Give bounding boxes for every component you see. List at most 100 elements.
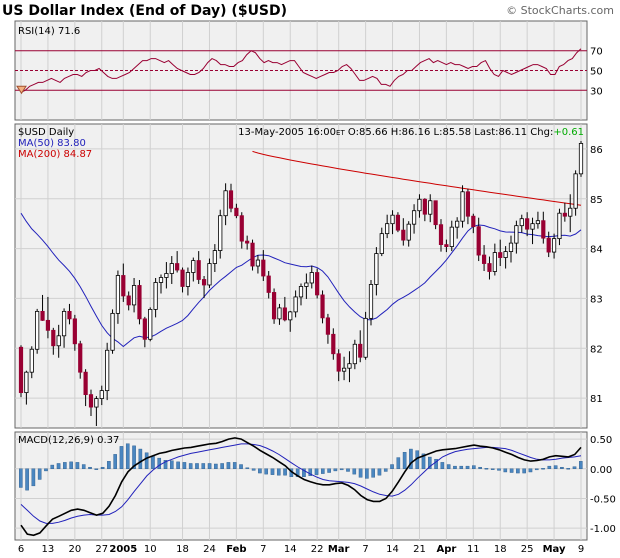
macd-label: MACD(12,26,9) 0.37: [18, 435, 119, 446]
candle-body: [363, 317, 368, 358]
candle-body: [578, 143, 584, 175]
macd-histogram-bar: [100, 466, 105, 469]
macd-histogram-bar: [170, 460, 174, 469]
candle-body: [126, 295, 131, 306]
macd-tick-label: 0.00: [590, 465, 612, 476]
candle-body: [271, 292, 277, 320]
candle-body: [390, 214, 395, 225]
x-tick-label: Feb: [226, 544, 246, 555]
macd-histogram-bar: [220, 463, 224, 469]
candle-body: [29, 348, 34, 373]
macd-histogram-bar: [553, 465, 558, 469]
macd-tick-label: 0.50: [590, 435, 612, 446]
candle-body: [562, 212, 567, 217]
x-tick-label: 18: [494, 544, 507, 555]
candle-body: [255, 259, 261, 267]
candle-body: [336, 353, 341, 372]
candle-body: [492, 252, 497, 272]
candle-body: [444, 244, 449, 247]
candle-body: [325, 317, 331, 335]
macd-histogram-bar: [478, 466, 482, 469]
candle-body: [406, 223, 411, 241]
candle-body: [99, 390, 104, 399]
rsi-line: [20, 48, 582, 93]
macd-histogram-bar: [528, 468, 533, 473]
candle-body: [131, 285, 137, 306]
macd-histogram-bar: [132, 445, 136, 469]
candle-body: [530, 223, 535, 230]
macd-histogram-bar: [465, 465, 470, 469]
candle-body: [228, 190, 234, 209]
candle-body: [94, 398, 99, 408]
macd-histogram-bar: [503, 468, 508, 473]
macd-histogram-bar: [163, 460, 168, 469]
macd-histogram-bar: [94, 468, 99, 470]
candle-body: [234, 207, 239, 217]
macd-histogram-bar: [44, 468, 48, 472]
price-axis: 86 85 84 83 82 81: [590, 145, 603, 405]
macd-histogram-bar: [490, 468, 495, 470]
candle-body: [83, 371, 88, 396]
candle-body: [212, 250, 217, 264]
x-tick-label: 22: [311, 544, 324, 555]
watermark: © StockCharts.com: [506, 4, 614, 17]
candle-body: [288, 311, 293, 321]
candle-body: [261, 259, 266, 277]
macd-histogram-bar: [383, 468, 388, 472]
macd-histogram-bar: [314, 468, 319, 475]
macd-histogram-bar: [69, 461, 73, 469]
candle-body: [315, 272, 320, 296]
candle-body: [551, 238, 557, 253]
candle-body: [358, 343, 363, 358]
candle-body: [142, 318, 147, 340]
candle-body: [56, 335, 61, 347]
quote-line: 13-May-2005 16:00ET O:85.66 H:86.16 L:85…: [238, 127, 584, 138]
candle-body: [153, 282, 158, 310]
candle-body: [411, 210, 417, 225]
macd-axis: 0.50 0.00 -0.50 -1.00: [590, 435, 616, 535]
candle-body: [422, 198, 427, 215]
x-tick-label: 13: [42, 544, 55, 555]
macd-histogram-bar: [50, 464, 55, 469]
macd-histogram-bar: [107, 461, 111, 469]
x-tick-label: 11: [467, 544, 480, 555]
macd-histogram-bar: [63, 462, 67, 469]
candle-body: [78, 343, 83, 373]
macd-histogram-bar: [239, 464, 243, 469]
candle-body: [164, 273, 169, 278]
macd-line: [20, 437, 582, 537]
macd-histogram-bar: [207, 463, 212, 469]
macd-histogram-bar: [453, 465, 457, 469]
candle-body: [277, 307, 282, 320]
macd-histogram-bar: [88, 466, 92, 469]
candle-body: [282, 307, 287, 321]
macd-histogram-bar: [572, 466, 577, 469]
x-tick-label: 9: [578, 544, 584, 555]
x-tick-label: 14: [386, 544, 399, 555]
chart-title: US Dollar Index (End of Day) ($USD): [2, 3, 287, 19]
macd-histogram-bar: [125, 443, 130, 469]
x-tick-label: 14: [284, 544, 297, 555]
macd-histogram-bar: [547, 465, 552, 469]
candle-body: [401, 229, 406, 241]
candle-body: [115, 275, 121, 314]
macd-histogram-bar: [346, 468, 350, 472]
macd-panel: [14, 431, 588, 541]
candle-body: [487, 263, 492, 272]
x-tick-label: 2005: [109, 544, 137, 555]
candle-body: [121, 275, 126, 297]
macd-histogram-bar: [396, 457, 401, 469]
macd-histogram-bar: [119, 446, 124, 469]
macd-histogram-bar: [302, 468, 306, 478]
macd-histogram-bar: [566, 468, 571, 470]
candle-body: [137, 285, 142, 320]
x-axis-labels: 6 13 20 27 2005 10 18 24 Feb 7 14 22 Mar 7 14 21 Apr 11 18…: [18, 544, 584, 555]
macd-histogram-bar: [258, 468, 262, 474]
rsi-tick-50: 50: [590, 67, 603, 78]
rsi-tick-70: 70: [590, 47, 603, 58]
macd-histogram-bar: [497, 468, 501, 471]
macd-histogram-bar: [421, 453, 426, 469]
macd-histogram-bar: [283, 468, 287, 476]
candle-body: [460, 191, 465, 222]
candle-body: [175, 263, 180, 271]
